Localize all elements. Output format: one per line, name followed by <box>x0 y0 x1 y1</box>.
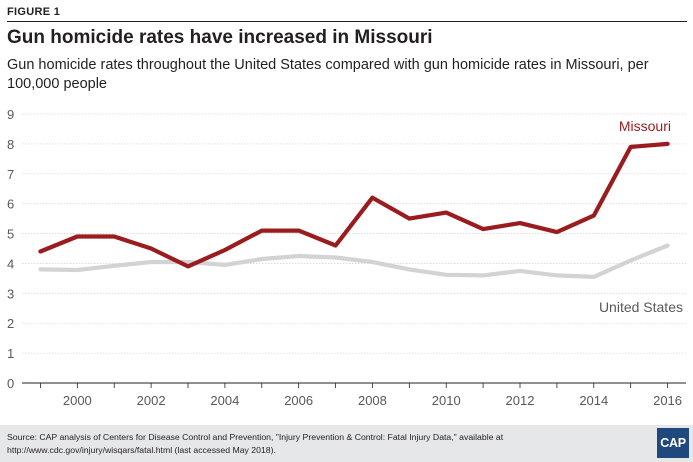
figure-label: FIGURE 1 <box>7 6 61 18</box>
united-states-line <box>38 243 670 279</box>
x-tick-label: 2000 <box>63 393 92 408</box>
footer: Source: CAP analysis of Centers for Dise… <box>0 425 693 462</box>
y-tick-label: 0 <box>7 376 14 391</box>
united-states-series-label: United States <box>599 299 683 315</box>
y-tick-label: 1 <box>7 346 14 361</box>
y-tick-label: 8 <box>7 137 14 152</box>
x-tick-label: 2016 <box>653 393 682 408</box>
source-note: Source: CAP analysis of Centers for Dise… <box>7 432 504 455</box>
x-tick-label: 2004 <box>210 393 239 408</box>
y-tick-label: 2 <box>7 316 14 331</box>
y-tick-label: 6 <box>7 197 14 212</box>
cap-logo: CAP <box>657 428 689 458</box>
y-tick-label: 7 <box>7 167 14 182</box>
y-axis: 0 1 2 3 4 5 6 7 8 9 <box>7 107 14 391</box>
header-rule <box>7 21 687 22</box>
y-tick-label: 9 <box>7 107 14 122</box>
y-tick-label: 4 <box>7 256 14 271</box>
x-tick-label: 2002 <box>137 393 166 408</box>
series-labels: Missouri United States <box>599 118 683 315</box>
missouri-series-label: Missouri <box>619 118 671 134</box>
chart-title: Gun homicide rates have increased in Mis… <box>7 27 433 48</box>
y-tick-label: 5 <box>7 227 14 242</box>
missouri-line <box>38 141 670 269</box>
y-tick-label: 3 <box>7 286 14 301</box>
x-axis: 2000 2002 2004 2006 2008 2010 2012 2014 2016 <box>40 383 682 408</box>
x-tick-label: 2008 <box>358 393 387 408</box>
x-tick-label: 2014 <box>579 393 608 408</box>
chart-subtitle: Gun homicide rates throughout the United… <box>7 57 649 92</box>
grid <box>22 113 686 384</box>
x-tick-label: 2012 <box>506 393 535 408</box>
x-tick-label: 2010 <box>432 393 461 408</box>
series-lines <box>38 141 670 279</box>
x-tick-label: 2006 <box>284 393 313 408</box>
